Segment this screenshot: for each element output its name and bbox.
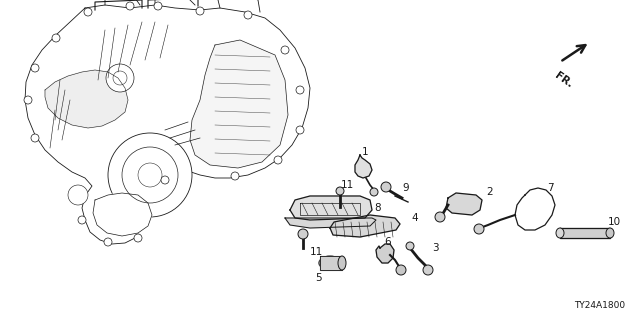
Polygon shape — [355, 155, 372, 178]
Polygon shape — [290, 196, 372, 220]
Text: 11: 11 — [309, 247, 323, 257]
Ellipse shape — [338, 256, 346, 270]
Circle shape — [78, 216, 86, 224]
Ellipse shape — [606, 228, 614, 238]
Text: 11: 11 — [340, 180, 354, 190]
Circle shape — [52, 34, 60, 42]
Polygon shape — [93, 193, 152, 236]
Circle shape — [296, 86, 304, 94]
Circle shape — [423, 265, 433, 275]
Circle shape — [126, 2, 134, 10]
Circle shape — [161, 176, 169, 184]
Polygon shape — [376, 244, 394, 263]
Circle shape — [298, 229, 308, 239]
Circle shape — [406, 242, 414, 250]
Circle shape — [24, 96, 32, 104]
Circle shape — [296, 126, 304, 134]
Polygon shape — [25, 5, 310, 244]
Text: 2: 2 — [486, 187, 493, 197]
Polygon shape — [190, 40, 288, 168]
Polygon shape — [285, 218, 376, 228]
Polygon shape — [515, 188, 555, 230]
Circle shape — [370, 188, 378, 196]
Circle shape — [104, 238, 112, 246]
Circle shape — [134, 234, 142, 242]
Circle shape — [381, 182, 391, 192]
Circle shape — [154, 2, 162, 10]
Text: 9: 9 — [403, 183, 410, 193]
Text: 6: 6 — [385, 237, 391, 247]
Circle shape — [31, 134, 39, 142]
Circle shape — [196, 7, 204, 15]
Circle shape — [31, 64, 39, 72]
Ellipse shape — [556, 228, 564, 238]
Polygon shape — [330, 215, 400, 237]
Circle shape — [106, 64, 134, 92]
Text: 1: 1 — [362, 147, 368, 157]
Polygon shape — [45, 70, 128, 128]
Text: FR.: FR. — [553, 70, 575, 89]
Text: TY24A1800: TY24A1800 — [574, 301, 625, 310]
Text: 3: 3 — [432, 243, 438, 253]
Ellipse shape — [319, 256, 341, 270]
Circle shape — [281, 46, 289, 54]
Circle shape — [68, 185, 88, 205]
Text: 5: 5 — [315, 273, 321, 283]
Circle shape — [244, 11, 252, 19]
Text: 7: 7 — [547, 183, 554, 193]
Circle shape — [274, 156, 282, 164]
Circle shape — [231, 172, 239, 180]
Circle shape — [336, 187, 344, 195]
Text: 4: 4 — [412, 213, 419, 223]
Text: 8: 8 — [374, 203, 381, 213]
Polygon shape — [446, 193, 482, 215]
Circle shape — [396, 265, 406, 275]
Text: 10: 10 — [607, 217, 621, 227]
Circle shape — [84, 8, 92, 16]
Circle shape — [108, 133, 192, 217]
Circle shape — [435, 212, 445, 222]
Circle shape — [474, 224, 484, 234]
